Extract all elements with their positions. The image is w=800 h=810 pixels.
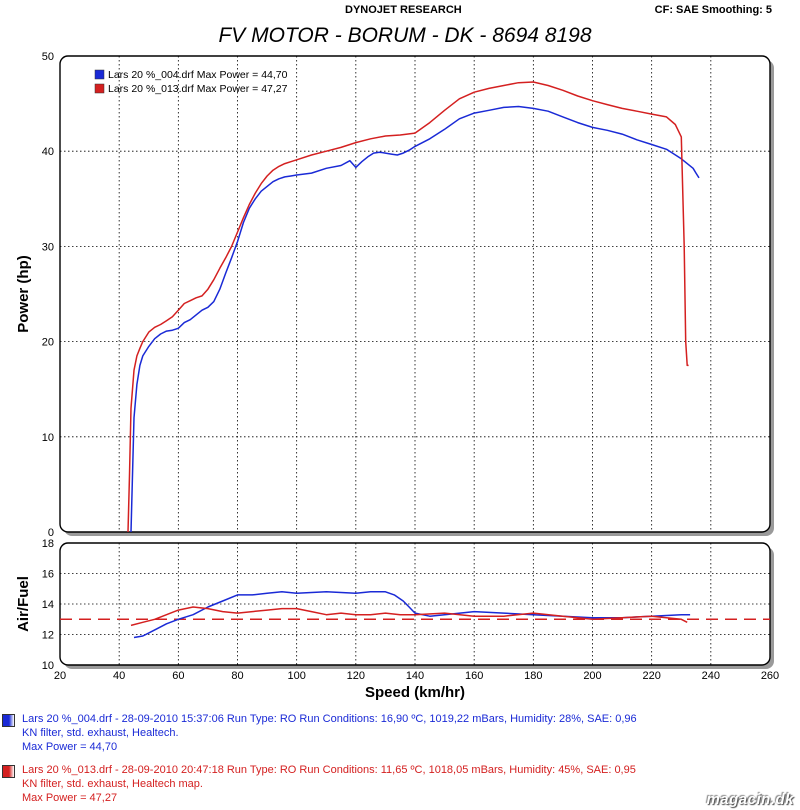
chart-title: FV MOTOR - BORUM - DK - 8694 8198 [218, 24, 591, 47]
x-tick-label: 60 [172, 670, 184, 682]
x-tick-label: 140 [406, 670, 424, 682]
legend-label: Lars 20 %_004.drf Max Power = 44,70 [108, 69, 288, 81]
x-tick-label: 180 [524, 670, 542, 682]
x-tick-label: 80 [231, 670, 243, 682]
legend-label: Lars 20 %_013.drf Max Power = 47,27 [108, 83, 288, 95]
y-tick-label: 14 [42, 599, 54, 611]
power-panel: 0 10 20 30 40 50 Power (hp) Lars 20 %_004.drf M… [15, 51, 774, 539]
y-tick-label: 12 [42, 630, 54, 642]
y-tick-label: 20 [42, 337, 54, 349]
series-line-2 [127, 81, 689, 533]
x-tick-label: 200 [583, 670, 601, 682]
x-tick-label: 220 [642, 670, 660, 682]
run-line-1: Lars 20 %_013.drf - 28-09-2010 20:47:18 … [22, 764, 636, 776]
run-line-2: KN filter, std. exhaust, Healtech. [22, 727, 179, 739]
y-tick-label: 18 [42, 538, 54, 550]
run-line-3: Max Power = 44,70 [22, 741, 118, 753]
run-line-3: Max Power = 47,27 [22, 792, 118, 804]
settings-label: CF: SAE Smoothing: 5 [654, 4, 772, 16]
y-tick-label: 30 [42, 241, 54, 253]
legend-swatch [94, 69, 105, 80]
y-tick-label: 50 [42, 51, 54, 63]
series-line-1 [130, 105, 700, 533]
run-info-red: Lars 20 %_013.drf - 28-09-2010 20:47:18 … [2, 763, 792, 807]
y-tick-label: 10 [42, 432, 54, 444]
run-line-1: Lars 20 %_004.drf - 28-09-2010 15:37:06 … [22, 713, 637, 725]
x-tick-label: 120 [347, 670, 365, 682]
air-fuel-panel: 10 12 14 16 18 20 40 60 80 100 120 140 160 180 200 220 2… [15, 538, 779, 701]
y-axis-label: Air/Fuel [15, 576, 32, 632]
run-swatch-red [2, 765, 15, 778]
y-tick-label: 0 [48, 527, 54, 539]
run-line-2: KN filter, std. exhaust, Healtech map. [22, 778, 203, 790]
y-tick-label: 40 [42, 146, 54, 158]
x-tick-label: 160 [465, 670, 483, 682]
x-tick-label: 240 [702, 670, 720, 682]
run-info-blue: Lars 20 %_004.drf - 28-09-2010 15:37:06 … [2, 712, 792, 756]
x-axis-label: Speed (km/hr) [365, 684, 465, 701]
x-tick-label: 100 [287, 670, 305, 682]
series-line-2 [130, 606, 688, 627]
x-tick-label: 260 [761, 670, 779, 682]
y-tick-label: 10 [42, 660, 54, 672]
x-tick-label: 20 [54, 670, 66, 682]
brand-label: DYNOJET RESEARCH [345, 4, 462, 16]
x-tick-label: 40 [113, 670, 125, 682]
y-tick-label: 16 [42, 569, 54, 581]
legend-swatch [94, 83, 105, 94]
dyno-chart: FV MOTOR - BORUM - DK - 8694 8198 010203… [15, 24, 779, 701]
watermark: magacin.dk [706, 791, 794, 808]
run-swatch-blue [2, 714, 15, 727]
y-axis-label: Power (hp) [15, 255, 32, 333]
